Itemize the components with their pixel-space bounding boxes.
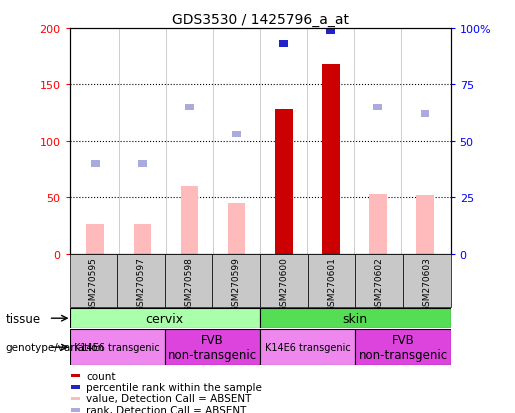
Text: K14E6 transgenic: K14E6 transgenic	[265, 342, 351, 352]
Text: genotype/variation: genotype/variation	[5, 342, 104, 352]
Bar	[70, 329, 165, 366]
Text: GSM270600: GSM270600	[280, 256, 288, 311]
Bar	[117, 254, 165, 308]
Bar	[260, 309, 451, 328]
Bar	[307, 254, 355, 308]
Bar	[70, 309, 260, 328]
Text: GSM270595: GSM270595	[89, 256, 98, 311]
Bar	[421, 111, 429, 118]
Bar	[403, 254, 451, 308]
Bar	[260, 254, 308, 308]
Text: GSM270602: GSM270602	[375, 256, 384, 311]
Bar	[185, 104, 194, 111]
Bar	[71, 374, 80, 377]
Bar	[71, 408, 80, 412]
Title: GDS3530 / 1425796_a_at: GDS3530 / 1425796_a_at	[171, 12, 349, 26]
Bar	[369, 195, 387, 254]
Bar	[260, 329, 355, 366]
Text: GSM270597: GSM270597	[136, 256, 145, 311]
Bar	[322, 65, 339, 254]
Bar	[91, 161, 99, 167]
Bar	[355, 329, 451, 366]
Bar	[165, 329, 260, 366]
Bar	[327, 28, 335, 35]
Text: cervix: cervix	[146, 312, 184, 325]
Text: FVB
non-transgenic: FVB non-transgenic	[168, 333, 257, 361]
Text: percentile rank within the sample: percentile rank within the sample	[86, 382, 262, 392]
Bar	[87, 225, 105, 254]
Bar	[232, 131, 241, 138]
Text: FVB
non-transgenic: FVB non-transgenic	[358, 333, 448, 361]
Bar	[355, 254, 403, 308]
Bar	[274, 110, 293, 254]
Text: GSM270598: GSM270598	[184, 256, 193, 311]
Bar	[71, 396, 80, 400]
Bar	[165, 254, 212, 308]
Bar	[133, 225, 151, 254]
Text: GSM270599: GSM270599	[232, 256, 241, 311]
Text: GSM270601: GSM270601	[327, 256, 336, 311]
Bar	[228, 203, 246, 254]
Text: K14E6 transgenic: K14E6 transgenic	[74, 342, 160, 352]
Bar	[213, 254, 260, 308]
Text: rank, Detection Call = ABSENT: rank, Detection Call = ABSENT	[86, 405, 246, 413]
Bar	[71, 385, 80, 389]
Bar	[70, 254, 117, 308]
Bar	[138, 161, 147, 167]
Text: count: count	[86, 371, 115, 381]
Text: tissue: tissue	[5, 312, 40, 325]
Bar	[181, 187, 198, 254]
Text: skin: skin	[343, 312, 368, 325]
Bar	[373, 104, 382, 111]
Text: GSM270603: GSM270603	[422, 256, 431, 311]
Bar	[416, 195, 434, 254]
Text: value, Detection Call = ABSENT: value, Detection Call = ABSENT	[86, 394, 251, 404]
Bar	[279, 41, 288, 48]
